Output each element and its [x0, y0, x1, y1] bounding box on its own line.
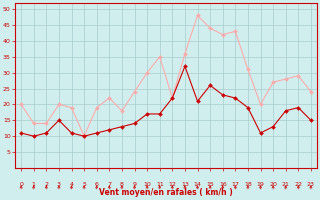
X-axis label: Vent moyen/en rafales ( km/h ): Vent moyen/en rafales ( km/h )	[99, 188, 233, 197]
